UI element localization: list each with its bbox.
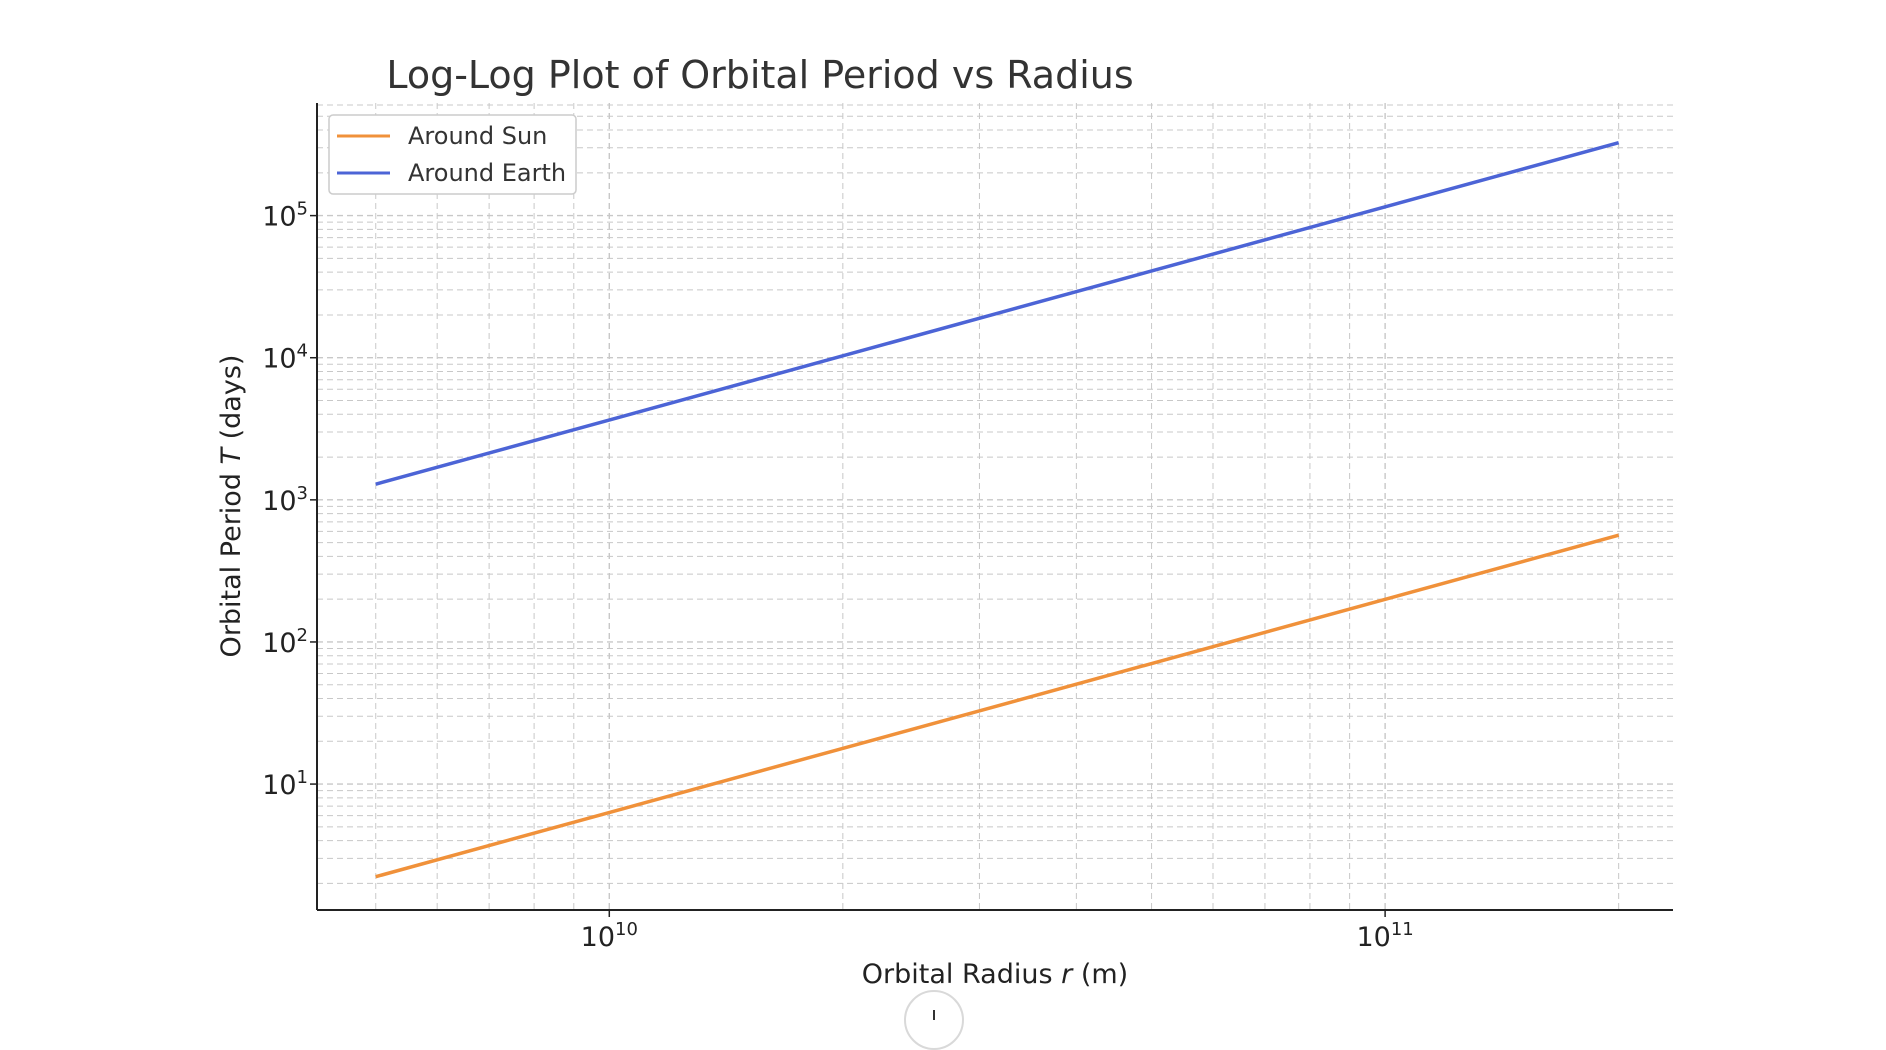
y-tick-label: 103 [262, 483, 308, 517]
y-tick-label: 105 [262, 199, 308, 233]
y-axis-label: Orbital Period T (days) [216, 355, 247, 658]
series-line-around-earth [375, 140, 1620, 486]
ticks: 1010 1011 101 102 103 104 105 [262, 199, 1414, 953]
legend-label-around-sun: Around Sun [408, 122, 547, 150]
scroll-down-button[interactable] [904, 990, 964, 1050]
x-axis-label: Orbital Radius r (m) [862, 959, 1128, 990]
y-tick-label: 104 [262, 341, 308, 375]
chart: Log-Log Plot of Orbital Period vs Radius… [216, 53, 1673, 990]
y-tick-label: 101 [262, 767, 308, 801]
chart-title: Log-Log Plot of Orbital Period vs Radius [386, 53, 1133, 97]
legend-box [328, 114, 577, 195]
x-tick-label: 1010 [581, 919, 638, 953]
grid [317, 103, 1673, 910]
x-tick-label: 1011 [1356, 919, 1413, 953]
series-lines [375, 140, 1620, 879]
series-line-around-sun [375, 533, 1620, 879]
legend: Around Sun Around Earth [328, 114, 577, 195]
legend-label-around-earth: Around Earth [408, 159, 566, 187]
y-tick-label: 102 [262, 625, 308, 659]
